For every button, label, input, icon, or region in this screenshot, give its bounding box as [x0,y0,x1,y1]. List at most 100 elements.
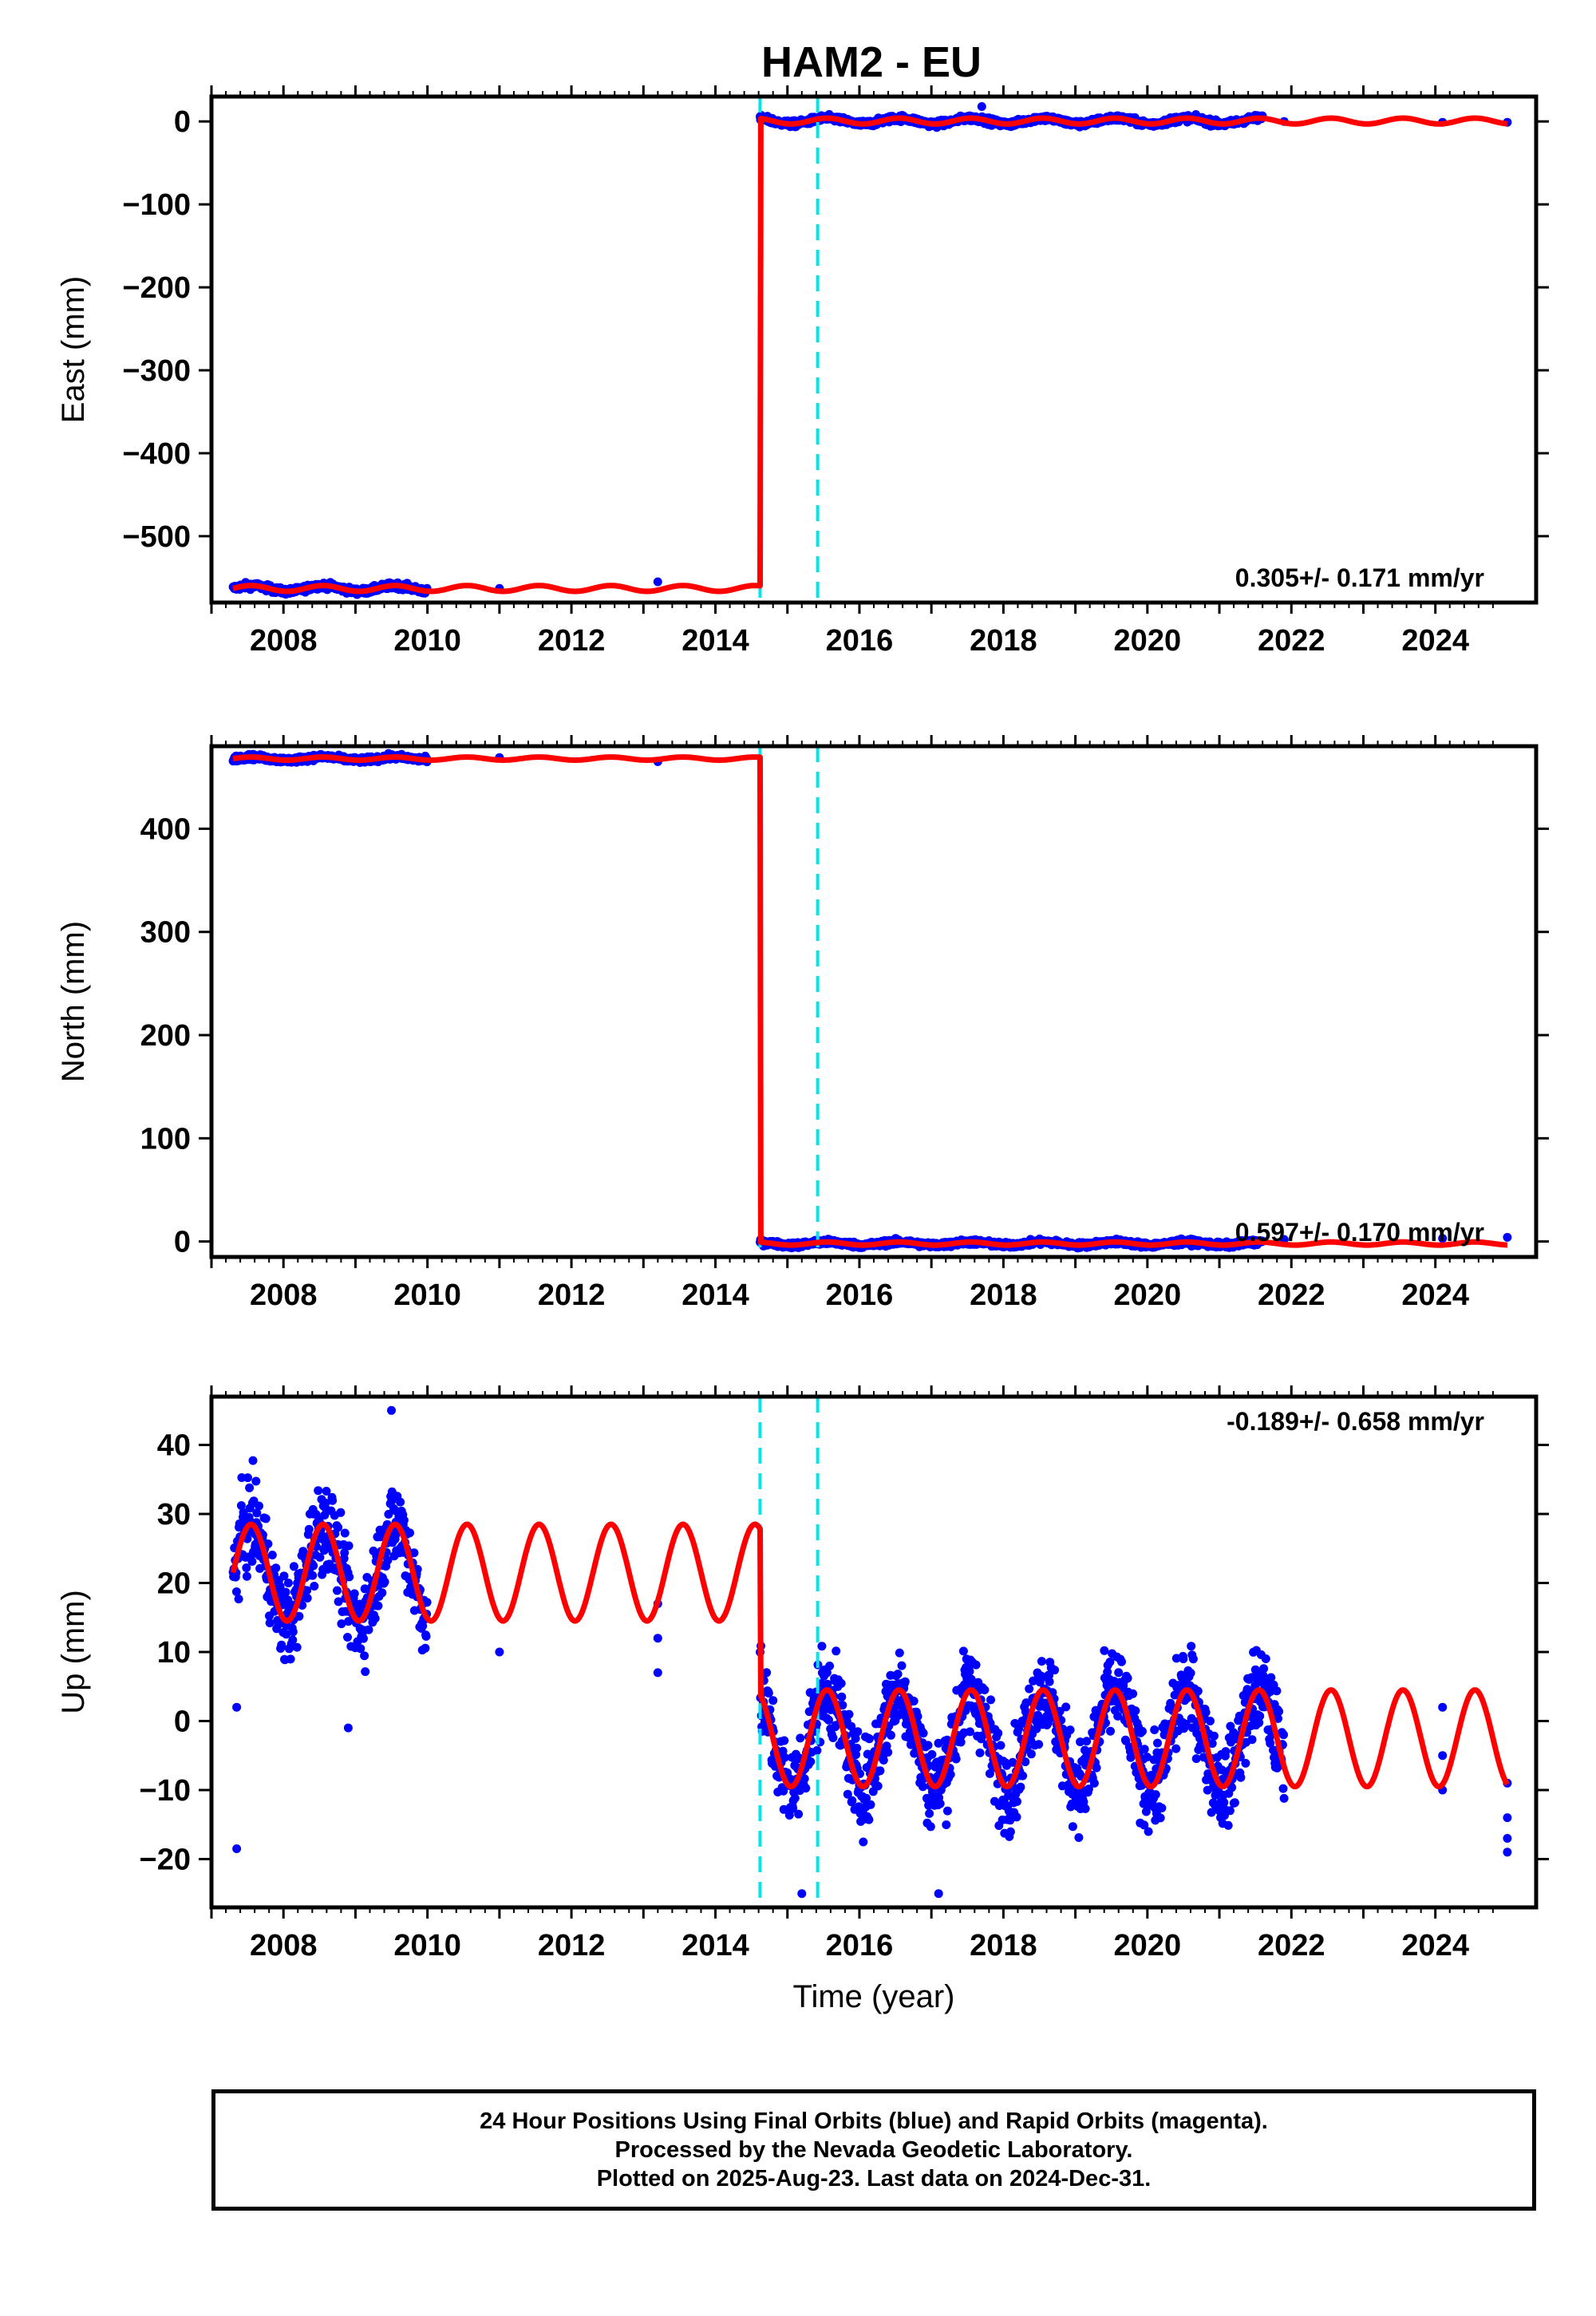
data-point [817,1642,827,1651]
data-point [900,1677,910,1686]
data-point [242,1571,251,1581]
data-point [1013,1796,1021,1806]
data-point [328,1496,338,1505]
data-point [247,1557,257,1566]
data-point [958,1646,968,1656]
data-point [966,1727,974,1737]
data-point [292,1642,302,1652]
y-tick-label: 0 [174,105,191,139]
x-tick-label: 2020 [1114,624,1182,658]
y-tick-label: −400 [122,437,191,471]
x-tick-label: 2010 [393,624,461,658]
x-tick-label: 2014 [681,624,749,658]
data-point [1089,1778,1099,1788]
data-point [243,1473,252,1483]
data-point [333,1586,342,1595]
data-point [897,1661,907,1670]
data-point [801,1784,811,1793]
data-point [336,1508,346,1517]
data-point [267,1551,277,1559]
data-point [1114,1668,1124,1678]
data-point [289,1562,298,1571]
data-point [895,1648,904,1658]
data-point [883,1748,893,1757]
data-point [380,1577,389,1587]
data-point [344,1541,354,1551]
data-point [837,1692,847,1701]
data-point [1065,1725,1075,1735]
data-point [1016,1782,1025,1792]
y-tick-label: −100 [122,188,191,222]
data-point [1005,1827,1015,1836]
data-point [887,1730,895,1740]
data-point [923,1741,933,1750]
velocity-annotation: 0.305+/- 0.171 mm/yr [1235,563,1484,592]
data-point [361,1667,370,1677]
panel-1: 2008 2010 2012 2014 2016 2018 2020 2022 2024−500… [56,85,1549,658]
x-tick-label: 2016 [826,1279,894,1312]
data-point [836,1678,846,1688]
data-point [334,1523,343,1532]
data-point [864,1734,874,1744]
data-point [812,1745,822,1755]
data-point [265,1618,275,1627]
data-point [653,577,662,587]
y-tick-label: 0 [174,1226,191,1259]
plot-area [228,746,1512,1257]
y-tick-label: 100 [140,1122,191,1156]
data-point [942,1820,951,1829]
data-point [360,1651,369,1661]
plot-area [228,1397,1512,1907]
data-point [1123,1674,1132,1683]
data-point [1034,1740,1044,1749]
data-point [1050,1666,1060,1675]
data-point [1068,1822,1077,1832]
data-point [310,1582,319,1591]
data-point [975,1748,985,1757]
x-tick-label: 2012 [538,1279,606,1312]
data-point [373,1601,383,1611]
data-point [1117,1657,1126,1666]
data-point [345,1572,354,1582]
x-tick-label: 2014 [681,1279,749,1312]
data-point [796,1733,805,1743]
x-tick-label: 2016 [826,624,894,658]
data-point [1092,1763,1101,1773]
data-point [994,1729,1003,1738]
data-point [271,1563,281,1573]
y-tick-label: 200 [140,1019,191,1053]
data-point [261,1514,271,1524]
plot-frame [209,94,1539,605]
data-point [1074,1833,1084,1842]
y-axis-label: East (mm) [56,276,91,423]
data-point [951,1754,961,1764]
data-point [340,1528,350,1538]
data-point [308,1571,318,1580]
data-point [343,1633,352,1642]
data-point [350,1589,359,1599]
data-point [1082,1737,1092,1746]
data-point [1128,1689,1138,1698]
data-point [377,1588,387,1598]
data-point [1012,1812,1021,1822]
model-fit-curve [231,115,1510,595]
data-point [1026,1749,1036,1759]
data-point [1503,1232,1512,1242]
data-point [780,1736,789,1745]
x-tick-label: 2018 [970,624,1037,658]
panel-3: 2008 2010 2012 2014 2016 2018 2020 2022 2024−20−… [56,1385,1549,2014]
model-fit-curve [231,754,1510,1248]
velocity-annotation: 0.597+/- 0.170 mm/yr [1235,1218,1484,1247]
x-tick-label: 2008 [250,1279,318,1312]
data-point [281,1587,290,1597]
data-point [768,1696,778,1705]
data-point [1126,1753,1136,1762]
data-point [942,1806,952,1816]
y-tick-label: −500 [122,520,191,554]
y-tick-label: 300 [140,916,191,950]
data-point [245,1483,255,1492]
data-point [248,1456,258,1465]
data-point [255,1501,263,1511]
data-point [832,1646,841,1656]
